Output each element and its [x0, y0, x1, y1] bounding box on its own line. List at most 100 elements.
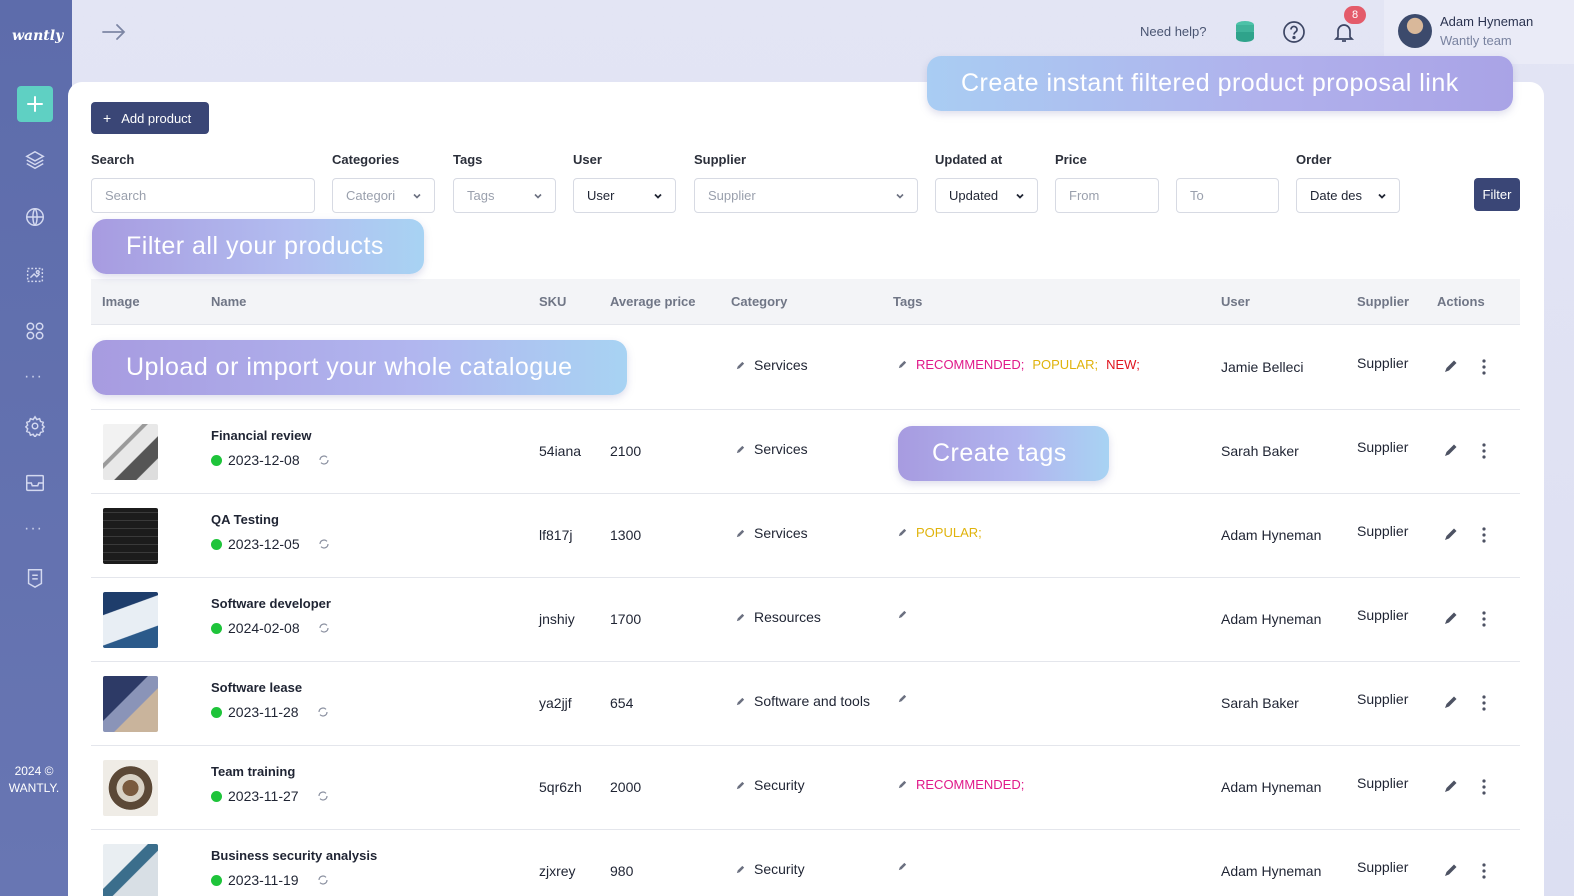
- add-product-button[interactable]: + Add product: [91, 102, 209, 134]
- table-row[interactable]: Team training 2023-11-27 5qr6zh 2000 Sec…: [91, 746, 1520, 830]
- categories-select[interactable]: Categori: [332, 178, 435, 213]
- product-name[interactable]: Financial review: [211, 428, 312, 443]
- more-vertical-icon[interactable]: [1479, 526, 1489, 544]
- table-row[interactable]: Software lease 2023-11-28 ya2jjf 654 Sof…: [91, 662, 1520, 746]
- order-select[interactable]: Date des: [1296, 178, 1400, 213]
- more-vertical-icon[interactable]: [1479, 778, 1489, 796]
- edit-icon[interactable]: [1443, 610, 1459, 626]
- pencil-icon[interactable]: [897, 609, 908, 620]
- inbox-icon[interactable]: [22, 470, 48, 496]
- product-image[interactable]: [103, 844, 158, 896]
- tags-cell[interactable]: [897, 609, 908, 620]
- more-vertical-icon[interactable]: [1479, 442, 1489, 460]
- table-row[interactable]: Business security analysis 2023-11-19 zj…: [91, 830, 1520, 896]
- edit-icon[interactable]: [1443, 778, 1459, 794]
- user-menu[interactable]: Adam Hyneman Wantly team: [1384, 0, 1574, 64]
- pencil-icon[interactable]: [735, 528, 746, 539]
- edit-icon[interactable]: [1443, 694, 1459, 710]
- supplier-select[interactable]: Supplier: [694, 178, 918, 213]
- category-cell[interactable]: Services: [735, 357, 808, 373]
- product-name[interactable]: Software lease: [211, 680, 303, 695]
- settings-icon[interactable]: [22, 413, 48, 439]
- col-sku[interactable]: SKU: [539, 294, 567, 309]
- more-vertical-icon[interactable]: [1479, 610, 1489, 628]
- gallery-icon[interactable]: [22, 261, 48, 287]
- pencil-icon[interactable]: [897, 359, 908, 370]
- tags-cell[interactable]: POPULAR;: [897, 525, 982, 540]
- tags-select[interactable]: Tags: [453, 178, 556, 213]
- price-to-input[interactable]: To: [1176, 178, 1279, 213]
- category-cell[interactable]: Security: [735, 777, 805, 793]
- pencil-icon[interactable]: [897, 861, 908, 872]
- product-name[interactable]: QA Testing: [211, 512, 279, 527]
- updated-select[interactable]: Updated: [935, 178, 1038, 213]
- category-cell[interactable]: Software and tools: [735, 693, 870, 709]
- category-cell[interactable]: Security: [735, 861, 805, 877]
- col-avg-price[interactable]: Average price: [610, 294, 696, 309]
- col-tags[interactable]: Tags: [893, 294, 923, 309]
- layers-icon[interactable]: [22, 147, 48, 173]
- more-vertical-icon[interactable]: [1479, 358, 1489, 376]
- database-icon[interactable]: [1234, 20, 1256, 46]
- pencil-icon[interactable]: [897, 779, 908, 790]
- document-icon[interactable]: [22, 565, 48, 591]
- edit-icon[interactable]: [1443, 862, 1459, 878]
- pencil-icon[interactable]: [735, 696, 746, 707]
- sync-icon[interactable]: [318, 454, 330, 466]
- table-row[interactable]: Financial review 2023-12-08 54iana 2100 …: [91, 410, 1520, 494]
- pencil-icon[interactable]: [735, 360, 746, 371]
- more-vertical-icon[interactable]: [1479, 862, 1489, 880]
- product-name[interactable]: Team training: [211, 764, 296, 779]
- sync-icon[interactable]: [317, 790, 329, 802]
- apps-icon[interactable]: [22, 318, 48, 344]
- product-image[interactable]: [103, 676, 158, 732]
- pencil-icon[interactable]: [897, 527, 908, 538]
- product-image[interactable]: [103, 424, 158, 480]
- product-name[interactable]: Software developer: [211, 596, 331, 611]
- table-row[interactable]: Services RECOMMENDED; POPULAR; NEW; Jamie …: [91, 326, 1520, 410]
- more-dots-icon[interactable]: ···: [24, 520, 43, 537]
- sync-icon[interactable]: [317, 874, 329, 886]
- logo[interactable]: wantly: [12, 28, 64, 44]
- category-cell[interactable]: Resources: [735, 609, 821, 625]
- filter-button[interactable]: Filter: [1474, 178, 1520, 211]
- more-dots-icon[interactable]: ···: [24, 368, 43, 385]
- pencil-icon[interactable]: [735, 864, 746, 875]
- pencil-icon[interactable]: [897, 693, 908, 704]
- col-user[interactable]: User: [1221, 294, 1250, 309]
- pencil-icon[interactable]: [735, 612, 746, 623]
- sync-icon[interactable]: [318, 622, 330, 634]
- more-vertical-icon[interactable]: [1479, 694, 1489, 712]
- table-row[interactable]: QA Testing 2023-12-05 lf817j 1300 Servic…: [91, 494, 1520, 578]
- col-name[interactable]: Name: [211, 294, 247, 309]
- product-image[interactable]: [103, 508, 158, 564]
- sync-icon[interactable]: [318, 538, 330, 550]
- edit-icon[interactable]: [1443, 442, 1459, 458]
- product-image[interactable]: [103, 760, 158, 816]
- arrow-right-icon[interactable]: [100, 18, 128, 46]
- product-image[interactable]: [103, 592, 158, 648]
- col-category[interactable]: Category: [731, 294, 788, 309]
- plus-icon[interactable]: [17, 86, 53, 122]
- edit-icon[interactable]: [1443, 526, 1459, 542]
- category-cell[interactable]: Services: [735, 441, 808, 457]
- help-icon[interactable]: [1282, 20, 1306, 44]
- tags-cell[interactable]: RECOMMENDED; POPULAR; NEW;: [897, 357, 1140, 372]
- sync-icon[interactable]: [317, 706, 329, 718]
- edit-icon[interactable]: [1443, 358, 1459, 374]
- user-select[interactable]: User: [573, 178, 676, 213]
- tags-cell[interactable]: [897, 861, 908, 872]
- search-input[interactable]: Search: [91, 178, 315, 213]
- product-name[interactable]: Business security analysis: [211, 848, 378, 863]
- pencil-icon[interactable]: [735, 780, 746, 791]
- avatar[interactable]: [1398, 14, 1432, 48]
- category-cell[interactable]: Services: [735, 525, 808, 541]
- table-row[interactable]: Software developer 2024-02-08 jnshiy 170…: [91, 578, 1520, 662]
- col-supplier[interactable]: Supplier: [1357, 294, 1410, 309]
- tags-cell[interactable]: RECOMMENDED;: [897, 777, 1024, 792]
- price-from-input[interactable]: From: [1055, 178, 1159, 213]
- pencil-icon[interactable]: [735, 444, 746, 455]
- need-help-link[interactable]: Need help?: [1140, 24, 1207, 39]
- tags-cell[interactable]: [897, 693, 908, 704]
- bell-icon[interactable]: [1332, 20, 1356, 44]
